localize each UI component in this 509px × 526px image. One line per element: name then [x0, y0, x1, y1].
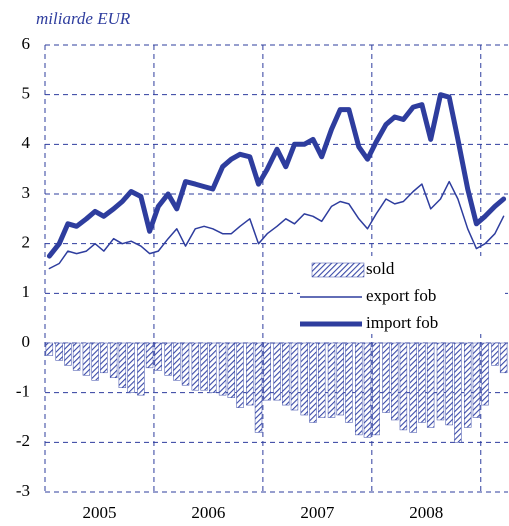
bar	[118, 342, 127, 388]
y-tick-label: -3	[16, 481, 30, 500]
line	[48, 180, 505, 270]
bar	[300, 342, 308, 416]
bar	[218, 342, 227, 396]
x-tick-label: 2005	[82, 503, 116, 522]
y-tick-label: 4	[22, 133, 31, 152]
bar	[355, 342, 363, 436]
bar	[418, 342, 426, 423]
bar	[472, 342, 481, 418]
bar	[445, 342, 453, 426]
bar	[499, 342, 508, 374]
bar	[246, 342, 254, 406]
y-tick-label: 5	[22, 84, 31, 103]
bar	[191, 342, 200, 391]
x-tick-label: 2008	[409, 503, 443, 522]
bar	[154, 342, 162, 371]
y-tick-label: -1	[16, 382, 30, 401]
legend-label: export fob	[366, 286, 436, 305]
bar	[491, 342, 499, 366]
bar	[309, 342, 317, 423]
bar	[399, 342, 408, 431]
bar	[391, 342, 399, 421]
bar	[263, 342, 271, 401]
bar	[181, 342, 190, 386]
bar	[200, 342, 208, 391]
x-tick-label: 2007	[300, 503, 335, 522]
bar	[290, 342, 299, 411]
bar	[382, 342, 390, 413]
bar	[327, 342, 336, 418]
bar	[55, 342, 63, 361]
bar	[336, 342, 344, 416]
bar	[227, 342, 235, 398]
bar	[409, 342, 417, 433]
bar	[481, 342, 489, 406]
bar	[91, 342, 99, 381]
legend-label: import fob	[366, 313, 438, 332]
bar	[145, 342, 154, 369]
bar	[100, 342, 108, 374]
legend-label: sold	[366, 259, 395, 278]
bar	[254, 342, 263, 433]
bar	[463, 342, 472, 428]
bar	[45, 342, 54, 356]
y-tick-label: 6	[22, 34, 31, 53]
bar	[127, 342, 135, 393]
bar	[236, 342, 244, 408]
bar	[72, 342, 81, 371]
legend-swatch	[311, 262, 365, 278]
x-tick-label: 2006	[191, 503, 225, 522]
y-tick-label: -2	[16, 431, 30, 450]
y-tick-label: 3	[22, 183, 31, 202]
y-tick-label: 0	[22, 332, 31, 351]
y-axis-label: miliarde EUR	[36, 9, 131, 28]
y-tick-label: 1	[22, 282, 31, 301]
bar	[345, 342, 353, 423]
line	[46, 92, 507, 259]
bar	[137, 342, 145, 396]
y-tick-label: 2	[22, 233, 31, 252]
bar	[318, 342, 326, 418]
bar	[436, 342, 445, 421]
bar	[372, 342, 380, 436]
bar	[454, 342, 462, 443]
bar	[64, 342, 72, 366]
bar	[164, 342, 172, 376]
bar	[426, 342, 435, 428]
bar	[282, 342, 290, 406]
bar	[82, 342, 91, 376]
bar	[363, 342, 372, 438]
bar	[109, 342, 118, 379]
bar	[173, 342, 181, 381]
bar	[209, 342, 217, 393]
bar	[273, 342, 281, 401]
